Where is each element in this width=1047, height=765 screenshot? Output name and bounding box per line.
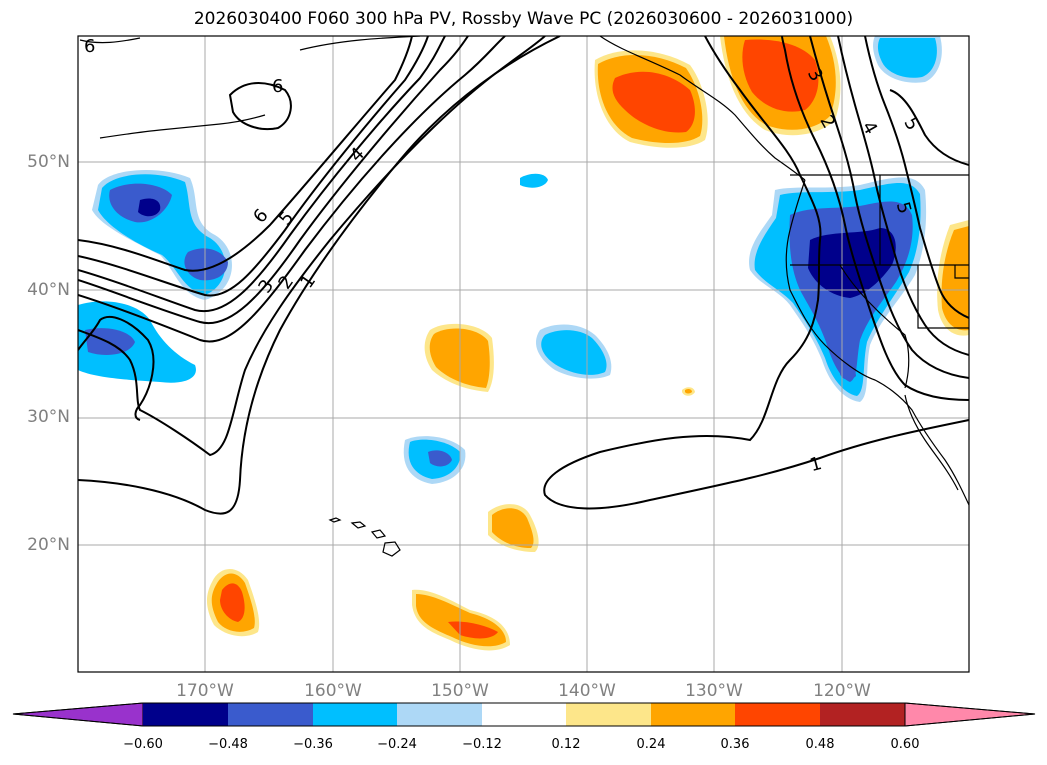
colorbar-tick-label: 0.24 bbox=[636, 737, 666, 752]
colorbar-tick-label: −0.48 bbox=[208, 737, 248, 752]
map-frame bbox=[77, 35, 970, 673]
colorbar-tick-label: −0.24 bbox=[377, 737, 417, 752]
contour-label: 5 bbox=[892, 200, 915, 216]
lat-label: 50°N bbox=[27, 152, 70, 172]
colorbar-tick-label: 0.36 bbox=[720, 737, 750, 752]
lat-label: 30°N bbox=[27, 407, 70, 427]
colorbar-bin bbox=[313, 703, 397, 726]
lon-label: 160°W bbox=[304, 681, 362, 701]
lon-label: 170°W bbox=[176, 681, 234, 701]
contour-label: 1 bbox=[808, 453, 824, 476]
colorbar bbox=[12, 702, 1036, 727]
pv-contours bbox=[78, 36, 969, 515]
colorbar-tick-label: 0.48 bbox=[805, 737, 835, 752]
colorbar-extend-max bbox=[904, 702, 1036, 727]
contour-label: 5 bbox=[899, 114, 923, 134]
colorbar-bin bbox=[820, 703, 905, 726]
colorbar-bin bbox=[143, 703, 228, 726]
map-title: 2026030400 F060 300 hPa PV, Rossby Wave … bbox=[193, 9, 854, 29]
colorbar-bin bbox=[566, 703, 651, 726]
lon-label: 120°W bbox=[813, 681, 871, 701]
contour-label: 1 bbox=[296, 271, 320, 292]
contour-label: 4 bbox=[857, 118, 881, 138]
pv-anomaly-fields bbox=[78, 36, 969, 651]
contour-label: 6 bbox=[84, 36, 95, 57]
colorbar-bin bbox=[482, 703, 566, 726]
contour-label: 6 bbox=[249, 205, 272, 227]
colorbar-bin bbox=[397, 703, 482, 726]
colorbar-extend-min bbox=[12, 702, 144, 727]
lon-label: 150°W bbox=[431, 681, 489, 701]
lon-label: 130°W bbox=[685, 681, 743, 701]
colorbar-tick-label: 0.60 bbox=[890, 737, 920, 752]
colorbar-tick-label: −0.36 bbox=[293, 737, 333, 752]
contour-label: 5 bbox=[275, 207, 298, 229]
colorbar-bin bbox=[228, 703, 313, 726]
colorbar-tick-label: 0.12 bbox=[551, 737, 581, 752]
lat-label: 40°N bbox=[27, 280, 70, 300]
gridlines bbox=[78, 36, 969, 672]
contour-label: 6 bbox=[272, 76, 283, 97]
coastlines bbox=[79, 36, 969, 557]
colorbar-bin bbox=[651, 703, 735, 726]
contour-label: 4 bbox=[346, 143, 369, 166]
colorbar-tick-label: −0.60 bbox=[123, 737, 163, 752]
colorbar-tick-label: −0.12 bbox=[462, 737, 502, 752]
lon-label: 140°W bbox=[558, 681, 616, 701]
colorbar-bin bbox=[735, 703, 820, 726]
lat-label: 20°N bbox=[27, 535, 70, 555]
